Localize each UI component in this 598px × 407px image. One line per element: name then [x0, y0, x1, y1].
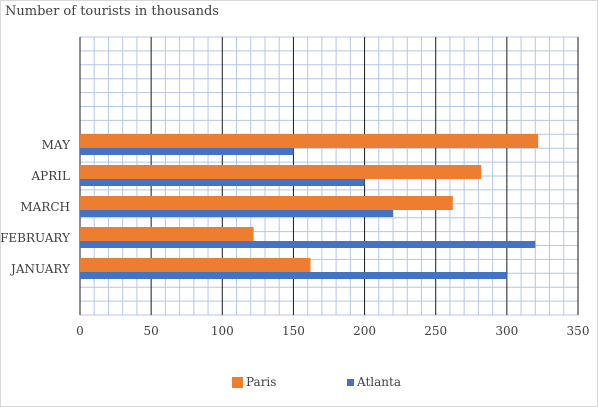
- x-tick-label: 300: [495, 324, 518, 338]
- x-tick-label: 50: [144, 324, 159, 338]
- legend: Paris Atlanta: [1, 375, 597, 393]
- x-tick-label: 250: [424, 324, 447, 338]
- y-category-label: JANUARY: [9, 262, 71, 276]
- bar-paris: [80, 165, 482, 179]
- x-tick-label: 350: [567, 324, 590, 338]
- y-category-label: MARCH: [20, 200, 70, 214]
- bar-chart-plot: 0 50 100 150 200 250 300 350 JANUARY FEBRUARY MARC…: [1, 36, 590, 338]
- y-category-label: MAY: [42, 138, 71, 152]
- bar-atlanta: [80, 210, 394, 217]
- y-category-label: FEBRUARY: [1, 231, 71, 245]
- bar-paris: [80, 258, 311, 272]
- bar-atlanta: [80, 148, 294, 155]
- bar-atlanta: [80, 272, 507, 279]
- bar-paris: [80, 196, 453, 210]
- bar-atlanta: [80, 241, 536, 248]
- bar-atlanta: [80, 179, 365, 186]
- x-tick-label: 0: [76, 324, 84, 338]
- chart-title: Number of tourists in thousands: [5, 4, 219, 19]
- legend-label: Paris: [246, 375, 277, 389]
- legend-swatch: [232, 376, 243, 388]
- x-tick-label: 150: [282, 324, 305, 338]
- x-tick-label: 100: [211, 324, 234, 338]
- bar-paris: [80, 134, 539, 148]
- legend-swatch: [347, 378, 354, 386]
- legend-item-paris: Paris: [232, 375, 276, 389]
- x-tick-label: 200: [353, 324, 376, 338]
- legend-label: Atlanta: [357, 375, 401, 389]
- bar-paris: [80, 227, 254, 241]
- y-category-label: APRIL: [31, 169, 71, 183]
- legend-item-atlanta: Atlanta: [347, 375, 401, 389]
